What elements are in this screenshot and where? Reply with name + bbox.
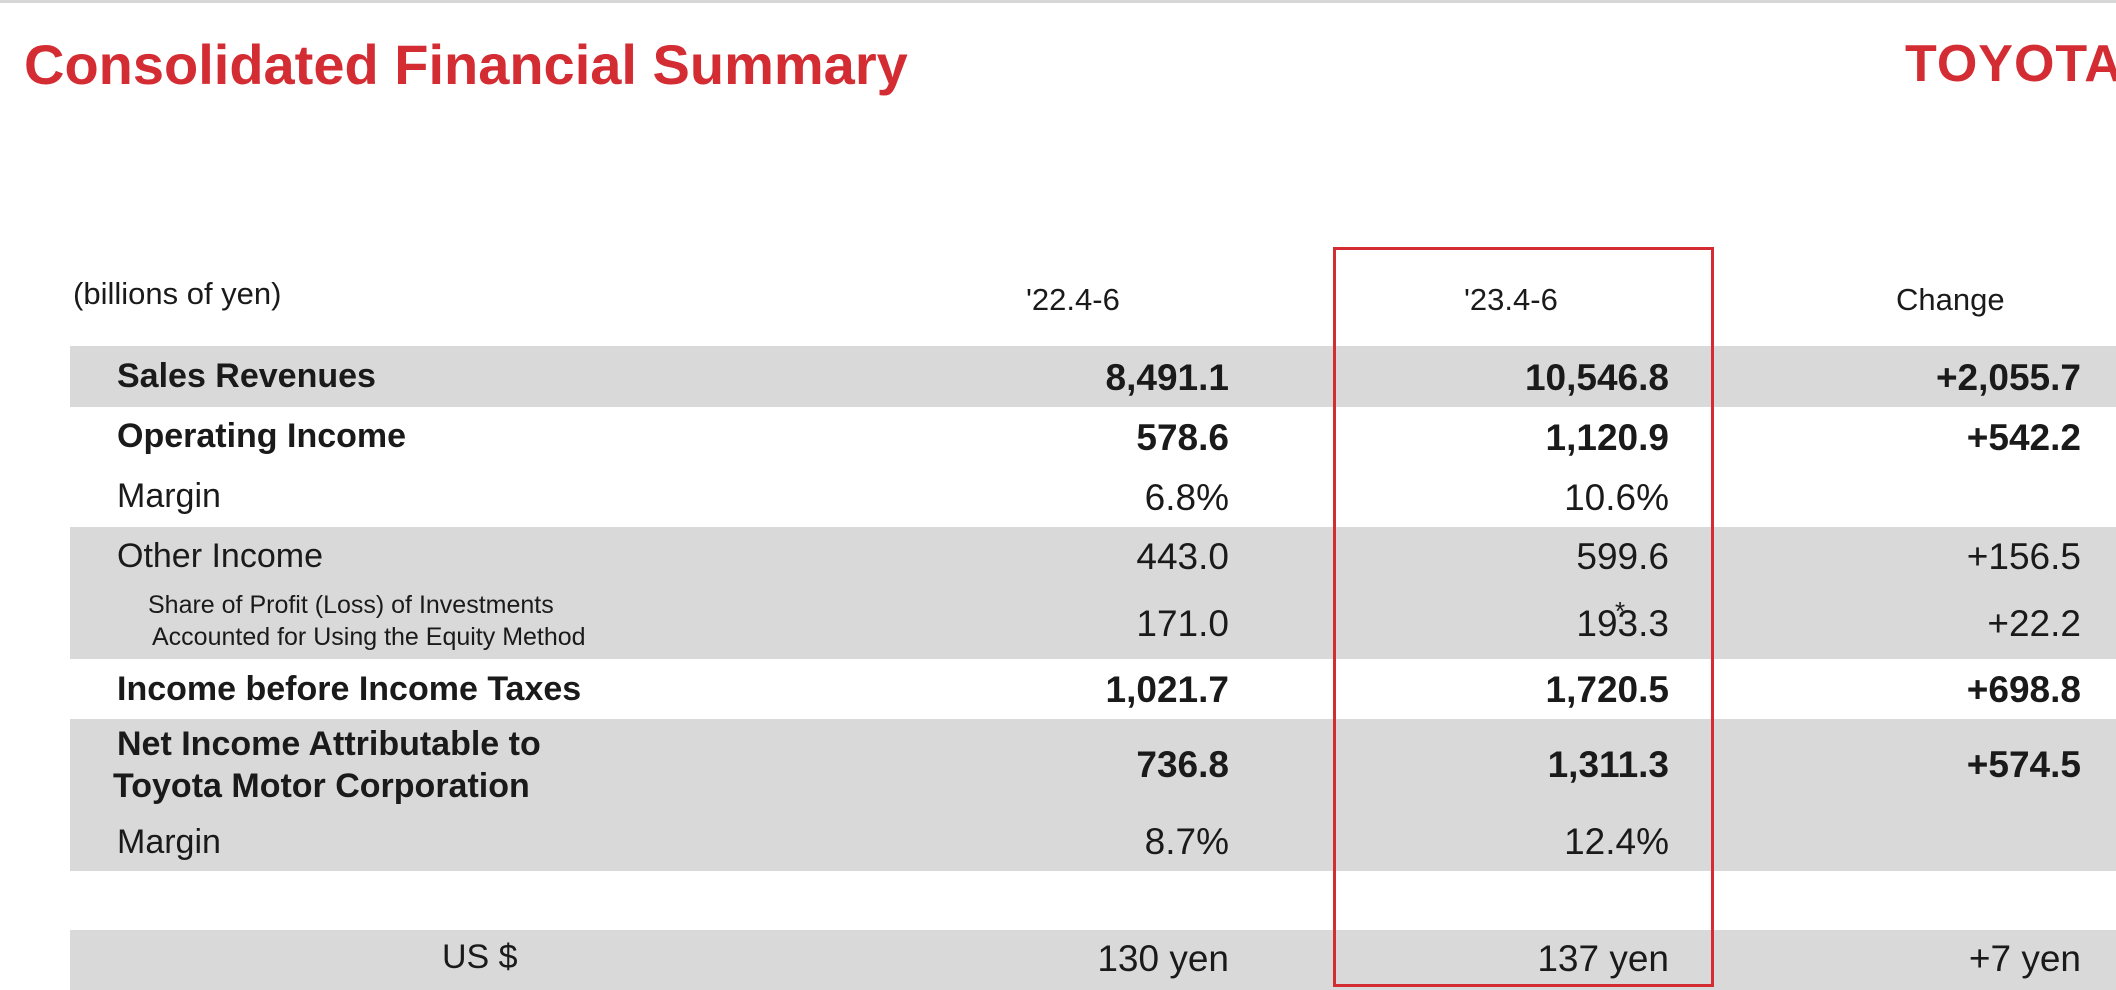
value-change: +2,055.7	[1935, 357, 2081, 398]
row-label: Margin	[117, 477, 221, 515]
row-label-line-2: Toyota Motor Corporation	[113, 767, 530, 805]
unit-label: (billions of yen)	[73, 276, 282, 311]
table-row-equity-method-profit: Share of Profit (Loss) of Investments Ac…	[70, 586, 2116, 659]
value-2023: 193.3	[1576, 603, 1669, 644]
footnote-marker: *	[1615, 596, 1626, 626]
value-2022: 443.0	[1136, 536, 1229, 577]
row-label: Sales Revenues	[117, 357, 376, 395]
table-row-net-income: Net Income Attributable to Toyota Motor …	[70, 719, 2116, 817]
financial-table: Sales Revenues 8,491.1 10,546.8 +2,055.7…	[70, 346, 2116, 990]
table-row-operating-income: Operating Income 578.6 1,120.9 +542.2	[70, 407, 2116, 466]
row-label-line-1: Share of Profit (Loss) of Investments	[148, 591, 554, 619]
row-label: Operating Income	[117, 417, 407, 455]
row-label-line-1: Net Income Attributable to	[117, 725, 541, 763]
top-divider	[0, 0, 2116, 3]
value-2022: 8.7%	[1144, 821, 1229, 862]
table-spacer	[70, 871, 2116, 930]
value-2022: 578.6	[1136, 417, 1229, 458]
value-change: +574.5	[1966, 744, 2081, 785]
table-row-sales-revenues: Sales Revenues 8,491.1 10,546.8 +2,055.7	[70, 346, 2116, 407]
row-label: Income before Income Taxes	[117, 670, 582, 708]
row-label: Other Income	[117, 537, 323, 575]
row-label: US $	[442, 938, 518, 976]
table-row-income-before-taxes: Income before Income Taxes 1,021.7 1,720…	[70, 659, 2116, 719]
value-change: +156.5	[1966, 536, 2081, 577]
current-period-highlight-box	[1333, 247, 1714, 987]
value-2022: 1,021.7	[1105, 669, 1229, 710]
table-row-other-income: Other Income 443.0 599.6 +156.5	[70, 527, 2116, 586]
toyota-logo: TOYOTA	[1905, 35, 2116, 93]
value-change: +22.2	[1987, 603, 2081, 644]
column-header-2023: '23.4-6	[1464, 282, 1558, 317]
value-change: +7 yen	[1968, 938, 2081, 979]
value-change: +698.8	[1966, 669, 2081, 710]
value-2022: 8,491.1	[1105, 357, 1229, 398]
value-2022: 171.0	[1136, 603, 1229, 644]
row-label: Margin	[117, 823, 221, 861]
value-2023: 10,546.8	[1524, 357, 1669, 398]
value-2023: 1,120.9	[1545, 417, 1669, 458]
page-title: Consolidated Financial Summary	[24, 33, 908, 96]
value-2022: 130 yen	[1097, 938, 1229, 979]
value-change: +542.2	[1966, 417, 2081, 458]
column-header-change: Change	[1896, 282, 2005, 317]
table-row-net-margin: Margin 8.7% 12.4%	[70, 817, 2116, 871]
value-2023: 599.6	[1576, 536, 1669, 577]
value-2023: 10.6%	[1564, 477, 1669, 518]
value-2023: 12.4%	[1564, 821, 1669, 862]
table-row-exchange-rate: US $ 130 yen 137 yen +7 yen	[70, 930, 2116, 990]
value-2022: 736.8	[1136, 744, 1229, 785]
value-2023: 1,311.3	[1547, 744, 1669, 785]
column-header-2022: '22.4-6	[1026, 282, 1120, 317]
table-row-operating-margin: Margin 6.8% 10.6%	[70, 466, 2116, 527]
value-2022: 6.8%	[1144, 477, 1229, 518]
value-2023: 1,720.5	[1545, 669, 1669, 710]
row-label-line-2: Accounted for Using the Equity Method	[152, 623, 586, 651]
